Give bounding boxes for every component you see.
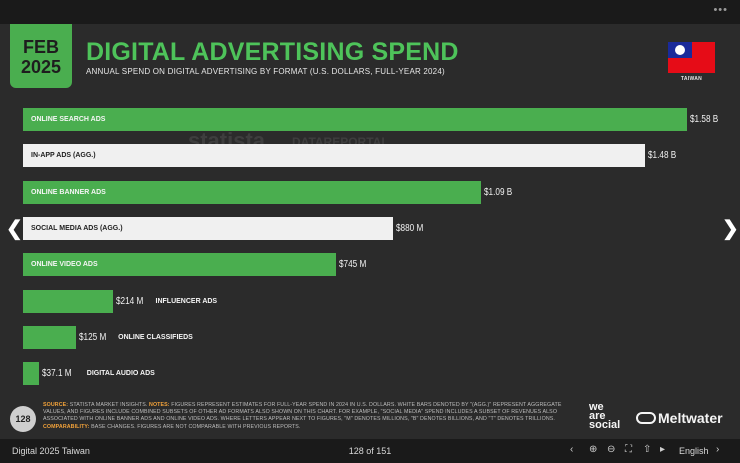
language-selector[interactable]: English xyxy=(679,446,709,456)
notes-label: NOTES: xyxy=(149,402,170,408)
embed-icon[interactable]: ▸ xyxy=(660,444,666,455)
meltwater-wordmark: Meltwater xyxy=(658,410,723,426)
comparability-text: BASE CHANGES. FIGURES ARE NOT COMPARABLE… xyxy=(89,423,301,430)
zoom-out-icon[interactable]: ⊖ xyxy=(607,444,616,455)
bar-4 xyxy=(23,253,337,277)
bar-value-label: $214 M xyxy=(115,295,144,307)
bar-5 xyxy=(23,289,113,313)
bar-6 xyxy=(23,325,76,349)
slide: FEB 2025 DIGITAL ADVERTISING SPEND ANNUA… xyxy=(0,24,740,439)
flag-sun xyxy=(675,45,685,55)
bar-category-label: INFLUENCER ADS xyxy=(155,297,218,305)
country-label: TAIWAN xyxy=(680,76,703,82)
bar-value-label: $1.58 B xyxy=(690,114,719,125)
notes-text: FIGURES REPRESENT ESTIMATES FOR FULL-YEA… xyxy=(43,402,562,423)
source-label: SOURCE: xyxy=(43,402,69,408)
bar-category-label: ONLINE VIDEO ADS xyxy=(31,261,98,269)
document-title: Digital 2025 Taiwan xyxy=(12,446,90,456)
bar-value-label: $880 M xyxy=(395,222,424,234)
comparability-label: COMPARABILITY: xyxy=(43,423,90,430)
bar-7 xyxy=(23,362,39,386)
bar-value-label: $125 M xyxy=(78,331,106,343)
meltwater-mark-icon xyxy=(636,412,656,425)
bar-0 xyxy=(23,108,687,131)
viewer-top-bar: ••• xyxy=(0,0,740,24)
bar-1 xyxy=(23,144,645,168)
bar-value-label: $1.09 B xyxy=(484,186,513,198)
badge-month: FEB xyxy=(23,37,59,57)
slide-number: 128 xyxy=(10,406,36,432)
more-options-icon[interactable]: ••• xyxy=(713,4,728,16)
footnote: SOURCE: STATISTA MARKET INSIGHTS. NOTES:… xyxy=(43,402,578,431)
chevron-right-icon[interactable]: ❯ xyxy=(722,218,739,240)
page-counter: 128 of 151 xyxy=(348,446,392,456)
chevron-right-icon[interactable]: › xyxy=(716,444,720,455)
fullscreen-icon[interactable]: ⛶ xyxy=(625,444,632,455)
source-text: STATISTA MARKET INSIGHTS. xyxy=(68,402,150,408)
we-are-social-logo: we are social xyxy=(589,401,621,431)
bar-category-label: ONLINE SEARCH ADS xyxy=(31,116,106,123)
bar-value-label: $37.1 M xyxy=(41,368,72,380)
date-badge: FEB 2025 xyxy=(10,24,72,88)
taiwan-flag-icon xyxy=(668,42,715,73)
bar-category-label: IN-APP ADS (AGG.) xyxy=(31,152,96,160)
bar-category-label: ONLINE CLASSIFIEDS xyxy=(118,333,193,341)
bar-2 xyxy=(23,180,482,204)
bar-chart: $1.58 B ONLINE SEARCH ADS $1.48 B IN-APP AD… xyxy=(0,24,740,439)
slide-title: DIGITAL ADVERTISING SPEND xyxy=(86,38,459,66)
logo-are: are xyxy=(589,410,606,422)
logo-social: social xyxy=(589,419,621,431)
share-icon[interactable]: ⇧ xyxy=(643,444,652,455)
slide-subtitle: ANNUAL SPEND ON DIGITAL ADVERTISING BY F… xyxy=(86,67,445,76)
bar-category-label: ONLINE BANNER ADS xyxy=(31,188,106,196)
chevron-left-icon[interactable]: ❮ xyxy=(6,218,23,240)
bar-value-label: $745 M xyxy=(339,259,367,271)
bar-category-label: DIGITAL AUDIO ADS xyxy=(86,370,155,378)
zoom-in-icon[interactable]: ⊕ xyxy=(589,444,598,455)
bar-value-label: $1.48 B xyxy=(647,150,677,162)
bar-3 xyxy=(23,216,393,240)
viewer-bottom-bar: Digital 2025 Taiwan 128 of 151 ‹ ⊕ ⊖ ⛶ ⇧… xyxy=(0,439,740,463)
chevron-left-icon[interactable]: ‹ xyxy=(570,444,574,455)
bar-category-label: SOCIAL MEDIA ADS (AGG.) xyxy=(31,224,123,232)
badge-year: 2025 xyxy=(20,57,62,77)
meltwater-logo: Meltwater xyxy=(636,410,723,426)
logo-we: we xyxy=(589,401,604,413)
